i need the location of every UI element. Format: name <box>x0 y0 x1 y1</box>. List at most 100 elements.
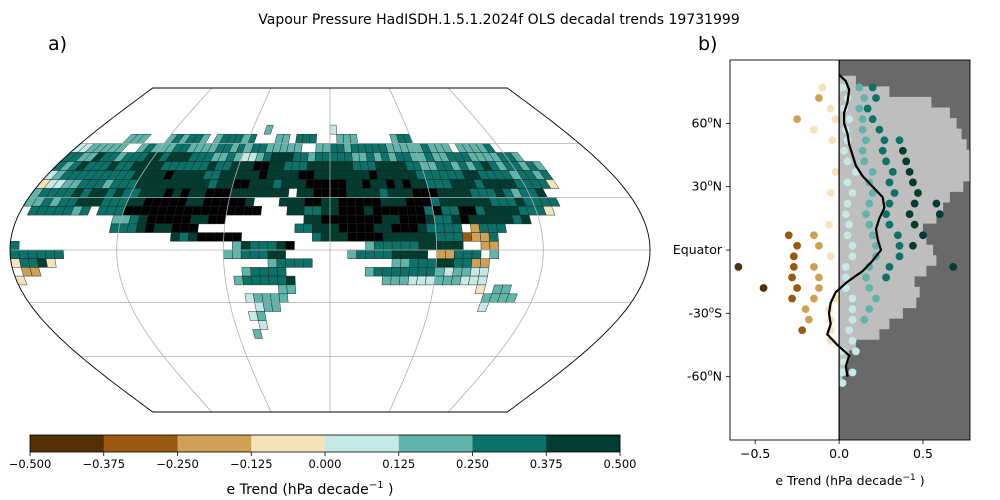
grid-cell <box>256 311 267 321</box>
grid-cell <box>489 241 500 251</box>
grid-cell <box>389 205 400 216</box>
zonal-point <box>840 146 849 155</box>
grid-cell <box>338 214 348 225</box>
panel-b-label: b) <box>698 33 717 55</box>
grid-cell <box>286 205 297 216</box>
grid-cell <box>416 214 427 225</box>
grid-cell <box>252 329 263 339</box>
grid-cell <box>418 232 428 242</box>
zonal-point <box>905 167 914 176</box>
zonal-ytick-label: 60oN <box>692 115 722 130</box>
grid-cell <box>347 214 357 225</box>
grid-cell <box>391 232 402 242</box>
grid-cell <box>329 214 340 225</box>
grid-cell <box>487 223 499 233</box>
grid-cell <box>382 249 393 259</box>
grid-cell <box>445 241 455 251</box>
grid-cell <box>391 258 402 268</box>
grid-cell <box>277 275 287 286</box>
zonal-point <box>788 273 796 282</box>
grid-cell <box>329 179 339 189</box>
grid-cell <box>10 249 20 259</box>
grid-cell <box>198 214 210 225</box>
grid-cell <box>303 214 313 225</box>
zonal-point <box>885 199 894 208</box>
grid-cell <box>488 232 499 242</box>
grid-cell <box>338 205 348 216</box>
zonal-point <box>843 157 852 166</box>
grid-cell <box>207 214 218 225</box>
grid-cell <box>345 170 355 180</box>
grid-cell <box>18 249 29 259</box>
grid-cell <box>263 124 274 135</box>
grid-cell <box>391 249 402 259</box>
grid-cell <box>398 275 410 286</box>
grid-cell <box>329 143 338 153</box>
grid-cell <box>271 188 282 198</box>
grid-cell <box>426 232 437 242</box>
grid-cell <box>313 188 323 198</box>
zonal-xtick-label: −0.5 <box>740 446 770 461</box>
colorbar-segment <box>30 435 105 452</box>
zonal-point <box>841 262 850 271</box>
grid-cell <box>283 161 293 171</box>
grid-cell <box>321 188 331 198</box>
grid-cell <box>312 223 322 233</box>
grid-cell <box>286 284 297 295</box>
grid-cell <box>462 258 473 268</box>
grid-cell <box>329 232 340 242</box>
grid-cell <box>351 152 361 162</box>
zonal-point <box>872 94 880 102</box>
grid-cell <box>178 232 189 242</box>
colorbar-segment <box>472 435 547 452</box>
grid-cell <box>373 232 384 242</box>
zonal-point <box>893 231 902 240</box>
zonal-point <box>895 136 904 145</box>
grid-cell <box>329 197 339 207</box>
graticule-meridian <box>222 87 272 413</box>
grid-cell <box>336 133 345 144</box>
grid-cell <box>280 179 291 189</box>
grid-cell <box>36 258 48 268</box>
grid-cell <box>278 197 289 207</box>
grid-cell <box>312 197 322 207</box>
grid-cell <box>337 188 347 198</box>
grid-cell <box>469 223 481 233</box>
zonal-point <box>890 189 899 197</box>
grid-cell <box>320 232 331 242</box>
grid-cell <box>242 275 253 286</box>
grid-cell <box>321 205 331 216</box>
grid-cell <box>259 275 270 286</box>
grid-cell <box>342 133 352 144</box>
grid-cell <box>36 249 47 259</box>
grid-cell <box>476 275 488 286</box>
grid-cell <box>276 267 287 277</box>
grid-cell <box>352 170 363 180</box>
zonal-point <box>788 294 796 303</box>
grid-cell <box>135 223 147 233</box>
grid-cell <box>306 161 316 171</box>
grid-cell <box>45 249 56 259</box>
zonal-point <box>855 104 864 113</box>
grid-cell <box>345 179 355 189</box>
zonal-point <box>885 220 894 229</box>
grid-cell <box>305 179 315 189</box>
grid-cell <box>380 205 391 216</box>
grid-cell <box>294 223 304 233</box>
zonal-point <box>932 199 941 208</box>
grid-cell <box>272 179 283 189</box>
zonal-xtick-label: 0.0 <box>829 446 849 461</box>
grid-cell <box>329 170 339 180</box>
colorbar-tick-label: 0.250 <box>456 457 489 471</box>
grid-cell <box>346 188 356 198</box>
grid-cell <box>258 241 269 251</box>
grid-cell <box>435 232 446 242</box>
grid-cell <box>382 241 393 251</box>
grid-cell <box>54 249 65 259</box>
grid-cell <box>320 223 331 233</box>
grid-cell <box>489 249 500 259</box>
grid-cell <box>249 249 260 259</box>
grid-cell <box>267 267 278 277</box>
grid-cell <box>258 320 269 330</box>
